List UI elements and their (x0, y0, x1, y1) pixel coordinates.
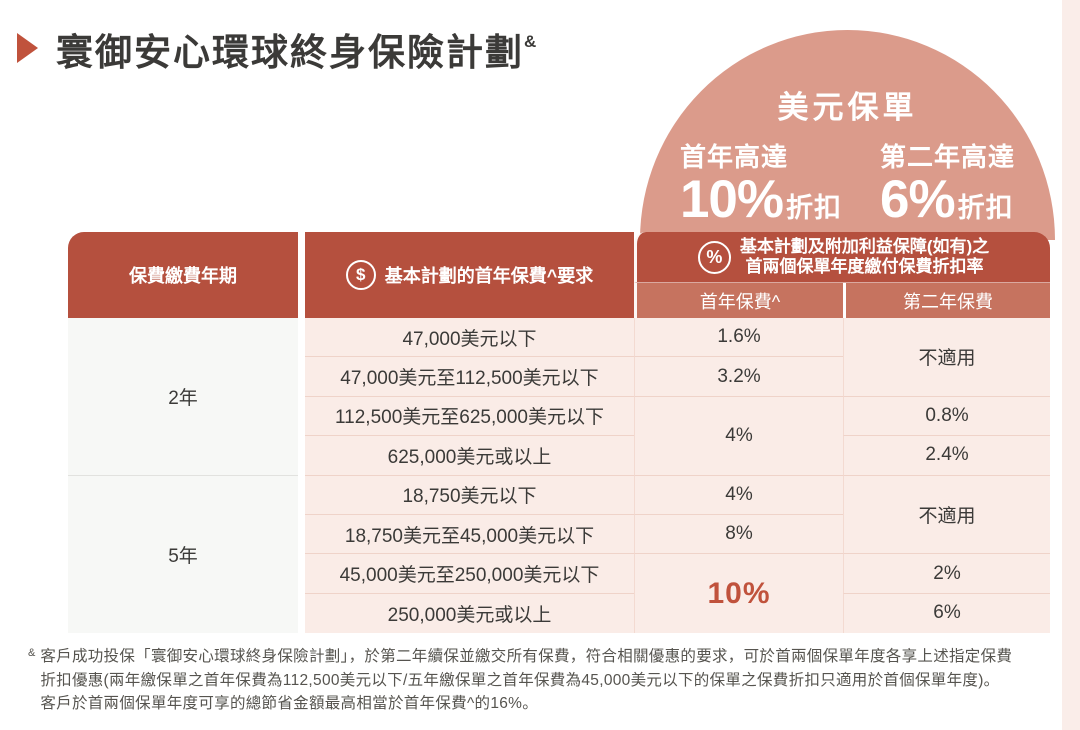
offer-first-year: 首年高達 10% 折扣 (679, 137, 843, 229)
discount-rate-header-label: 基本計劃及附加利益保障(如有)之 首兩個保單年度繳付保費折扣率 (739, 237, 990, 276)
page-title-text: 寰御安心環球終身保險計劃 (56, 32, 524, 73)
percent-icon: % (697, 240, 731, 274)
offer-second-year-label: 第二年高達 (880, 142, 1016, 172)
year2-discount-cell: 6% (843, 593, 1050, 634)
footnote-line: 客戶於首兩個保單年度可享的總節省金額最高相當於首年保費^的16%。 (40, 695, 539, 712)
offer-first-year-value: 10% 折扣 (679, 170, 843, 229)
tier-cell: 112,500美元至625,000美元以下 (305, 396, 634, 437)
footnote-line: 折扣優惠(兩年繳保單之首年保費為112,500美元以下/五年繳保單之首年保費為4… (40, 671, 1000, 689)
tier-cell: 250,000美元或以上 (305, 593, 634, 634)
title-arrow-icon (17, 33, 38, 63)
subheader-year2-premium: 第二年保費 (843, 283, 1050, 318)
period-cell-5yr: 5年 (68, 475, 298, 634)
tier-cell: 45,000美元至250,000美元以下 (305, 554, 634, 594)
payment-period-header: 保費繳費年期 (68, 232, 298, 318)
discount-offers: 首年高達 10% 折扣 第二年高達 6% 折扣 (640, 137, 1055, 229)
year1-discount-cell: 8% (634, 514, 843, 555)
year2-discount-cell: 不適用 (843, 318, 1050, 397)
year1-discount-cell: 4% (634, 396, 843, 476)
footnote-marker: & (28, 647, 36, 659)
subheader-year1-premium: 首年保費^ (634, 283, 843, 318)
year2-discount-cell: 不適用 (843, 475, 1050, 555)
footnote-text: 客戶成功投保「寰御安心環球終身保險計劃」，於第二年續保並繳交所有保費，符合相關優… (40, 645, 1012, 716)
usd-policy-banner: 美元保單 首年高達 10% 折扣 第二年高達 6% 折扣 (640, 30, 1055, 240)
first-year-premium-header-label: 基本計劃的首年保費^要求 (384, 266, 594, 286)
year2-discount-cell: 2% (843, 554, 1050, 594)
year1-discount-cell-highlight: 10% (634, 554, 843, 634)
year2-discount-cell: 0.8% (843, 396, 1050, 437)
tier-cell: 47,000美元至112,500美元以下 (305, 357, 634, 397)
footnote: & 客戶成功投保「寰御安心環球終身保險計劃」，於第二年續保並繳交所有保費，符合相… (28, 645, 1054, 716)
tier-cell: 47,000美元以下 (305, 318, 634, 358)
tier-cell: 18,750美元以下 (305, 475, 634, 515)
tier-cell: 18,750美元至45,000美元以下 (305, 514, 634, 555)
offer-first-year-label: 首年高達 (679, 142, 788, 172)
offer-second-year: 第二年高達 6% 折扣 (880, 137, 1016, 229)
period-cell-2yr: 2年 (68, 318, 298, 476)
year1-discount-cell: 4% (634, 475, 843, 515)
offer-second-year-value: 6% 折扣 (880, 170, 1014, 229)
page-edge-strip (1062, 0, 1080, 730)
first-year-premium-header: $ 基本計劃的首年保費^要求 (305, 232, 634, 318)
tier-cell: 625,000美元或以上 (305, 436, 634, 476)
premium-discount-table: 保費繳費年期 $ 基本計劃的首年保費^要求 % 基本計劃及附加利益保障(如有)之… (68, 232, 1050, 634)
dollar-icon: $ (345, 260, 376, 290)
footnote-line: 客戶成功投保「寰御安心環球終身保險計劃」，於第二年續保並繳交所有保費，符合相關優… (40, 648, 1013, 665)
year2-discount-cell: 2.4% (843, 436, 1050, 476)
year1-discount-cell: 3.2% (634, 357, 843, 397)
discount-rate-header: % 基本計劃及附加利益保障(如有)之 首兩個保單年度繳付保費折扣率 (634, 232, 1050, 283)
title-footnote-mark: & (524, 32, 537, 51)
year1-discount-cell: 1.6% (634, 318, 843, 358)
page-title: 寰御安心環球終身保險計劃& (56, 22, 536, 76)
usd-policy-heading: 美元保單 (777, 90, 918, 125)
